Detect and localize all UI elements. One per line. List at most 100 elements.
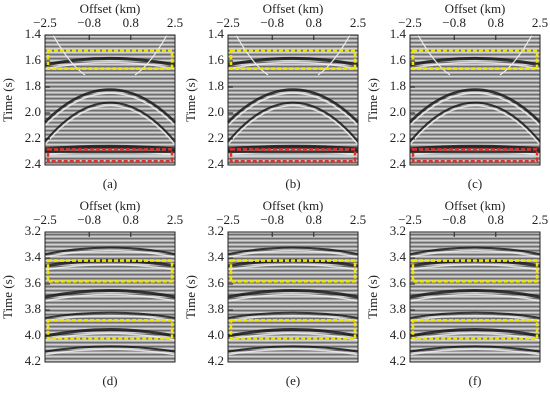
reflection	[227, 61, 359, 70]
y-axis-label: Time (s)	[365, 78, 380, 122]
reflection	[44, 328, 176, 338]
y-tick-label: 1.6	[208, 52, 225, 67]
highlight-box	[46, 148, 174, 163]
y-tick-label: 3.2	[25, 223, 41, 238]
y-tick-label: 2.0	[208, 104, 224, 119]
caption: (f)	[469, 373, 482, 388]
y-tick-label: 2.2	[390, 130, 406, 145]
reflection	[227, 328, 359, 338]
reflection	[227, 101, 359, 143]
panel: Offset (km) −2.5 −0.8 0.8 2.5 1.4 1.6 1.8 2.0 2.2…	[183, 1, 366, 191]
y-tick-label: 1.8	[25, 78, 41, 93]
reflection	[409, 101, 541, 143]
reflection	[44, 311, 176, 319]
y-tick-label: 3.4	[390, 249, 407, 264]
reflection	[44, 345, 176, 353]
reflection	[409, 293, 541, 302]
x-tick-label: −2.5	[398, 15, 422, 30]
highlight-box	[46, 259, 174, 283]
panel: Offset (km) −2.5 −0.8 0.8 2.5 3.2 3.4 3.6 3.8 4.0…	[365, 198, 548, 388]
x-tick-label: −2.5	[398, 212, 422, 227]
highlight-box	[229, 319, 357, 340]
caption: (a)	[103, 176, 117, 191]
reflection	[409, 289, 541, 299]
x-tick-label: −0.8	[260, 212, 284, 227]
plot-frame	[409, 34, 541, 166]
reflection	[44, 101, 176, 143]
reflection	[227, 289, 359, 299]
x-axis-label: Offset (km)	[445, 198, 506, 213]
y-tick-label: 3.2	[390, 223, 406, 238]
reflection	[409, 56, 541, 67]
reflection	[409, 104, 541, 146]
x-tick-label: −2.5	[216, 212, 240, 227]
y-tick-label: 3.8	[208, 301, 224, 316]
reflection	[227, 348, 359, 356]
x-tick-label: −0.8	[77, 212, 101, 227]
highlight-box	[411, 148, 539, 163]
plot-frame	[409, 231, 541, 363]
reflection	[44, 144, 176, 152]
y-tick-label: 3.6	[390, 275, 407, 290]
y-tick-label: 4.2	[25, 353, 41, 368]
y-tick-label: 3.2	[208, 223, 224, 238]
reflection	[409, 311, 541, 319]
reflection	[227, 314, 359, 322]
reflection	[409, 61, 541, 70]
reflection	[227, 311, 359, 319]
y-tick-label: 2.0	[25, 104, 41, 119]
reflection	[227, 246, 359, 256]
reflection	[409, 246, 541, 256]
x-tick-label: −0.8	[77, 15, 101, 30]
reflection	[44, 293, 176, 302]
highlight-box	[411, 259, 539, 283]
y-tick-label: 2.2	[25, 130, 41, 145]
reflection	[409, 92, 541, 127]
reflection	[227, 263, 359, 271]
x-tick-label: −0.8	[442, 212, 466, 227]
y-tick-label: 4.0	[208, 327, 224, 342]
y-tick-label: 3.4	[208, 249, 225, 264]
x-tick-label: 0.8	[123, 212, 139, 227]
reflection	[227, 104, 359, 146]
diving-wave	[499, 34, 533, 76]
x-tick-label: 0.8	[306, 15, 322, 30]
caption: (b)	[285, 176, 300, 191]
y-tick-label: 3.4	[25, 249, 42, 264]
y-tick-label: 1.8	[390, 78, 406, 93]
highlight-box	[411, 319, 539, 340]
reflection	[44, 289, 176, 299]
y-tick-label: 4.0	[390, 327, 406, 342]
x-tick-label: −0.8	[442, 15, 466, 30]
y-tick-label: 3.8	[25, 301, 41, 316]
y-axis-label: Time (s)	[183, 275, 198, 319]
y-tick-label: 1.4	[208, 26, 225, 41]
reflection	[227, 293, 359, 302]
y-tick-label: 2.0	[390, 104, 406, 119]
reflection	[409, 345, 541, 353]
y-tick-label: 2.4	[25, 156, 42, 171]
panel: Offset (km) −2.5 −0.8 0.8 2.5 1.4 1.6 1.8 2.0 2.2…	[0, 1, 183, 191]
y-tick-label: 3.6	[25, 275, 42, 290]
x-tick-label: 2.5	[167, 15, 183, 30]
reflection	[44, 348, 176, 356]
caption: (c)	[468, 176, 482, 191]
reflection	[44, 88, 176, 123]
y-tick-label: 1.4	[25, 26, 42, 41]
reflection	[409, 263, 541, 271]
x-tick-label: −2.5	[33, 15, 57, 30]
x-axis-label: Offset (km)	[263, 1, 324, 16]
reflection	[409, 314, 541, 322]
panel: Offset (km) −2.5 −0.8 0.8 2.5 3.2 3.4 3.6 3.8 4.0…	[0, 198, 183, 388]
x-tick-label: 0.8	[488, 212, 504, 227]
y-axis-label: Time (s)	[365, 275, 380, 319]
panel: Offset (km) −2.5 −0.8 0.8 2.5 1.4 1.6 1.8 2.0 2.2…	[365, 1, 548, 191]
y-tick-label: 1.4	[390, 26, 407, 41]
reflection	[227, 345, 359, 353]
reflection	[44, 104, 176, 146]
plot-frame	[44, 34, 176, 166]
highlight-box	[46, 319, 174, 340]
y-tick-label: 4.0	[25, 327, 41, 342]
reflection	[44, 92, 176, 127]
